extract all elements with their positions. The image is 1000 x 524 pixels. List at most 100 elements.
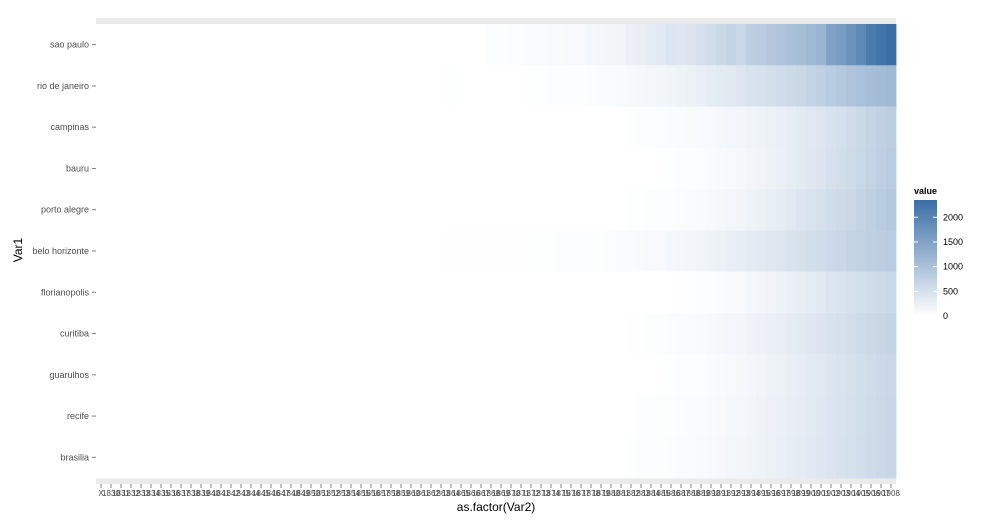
heatmap-cell [416,271,427,314]
x-tick-label: 1839 [192,489,210,498]
heatmap-cell [246,354,257,396]
heatmap-cell [876,230,887,273]
heatmap-cell [656,354,667,396]
heatmap-cell [776,189,787,231]
heatmap-cell [556,147,567,190]
heatmap-cell [626,354,637,396]
colorbar-legend: value 0 500 1000 1500 2000 [914,186,963,321]
heatmap-cell [866,147,877,190]
heatmap-cell [446,65,457,107]
heatmap-cell [356,147,367,190]
heatmap-cell [146,354,157,396]
heatmap-cell [436,189,447,231]
heatmap-cell [796,354,807,396]
heatmap-cell [316,230,327,273]
heatmap-cell [606,312,617,355]
heatmap-cell [186,271,197,314]
heatmap-cell [636,230,647,273]
y-axis-title: Var1 [11,237,25,262]
heatmap-cell [676,147,687,190]
heatmap-cell [756,271,767,314]
heatmap-cell [636,436,647,479]
x-tick-label: 1907 [872,489,890,498]
heatmap-cell [786,24,797,66]
heatmap-cell [106,312,117,355]
heatmap-cell [356,395,367,438]
heatmap-cell [236,24,247,66]
heatmap-cell [856,271,867,314]
heatmap-cell [296,271,307,314]
heatmap-cell [456,271,467,314]
x-tick-label: 1843 [232,489,250,498]
heatmap-cell [506,271,517,314]
heatmap-cell [356,354,367,396]
heatmap-cell [646,65,657,107]
heatmap-cell [856,312,867,355]
heatmap-cell [256,271,267,314]
heatmap-cell [646,24,657,66]
x-tick-label: 1880 [602,489,620,498]
heatmap-cell [356,189,367,231]
heatmap-cell [166,24,177,66]
heatmap-cell [176,271,187,314]
heatmap-cell [216,395,227,438]
heatmap-cell [126,312,137,355]
heatmap-cell [566,147,577,190]
heatmap-cell [776,230,787,273]
heatmap-cell [96,271,107,314]
heatmap-cell [166,312,177,355]
heatmap-cell [316,354,327,396]
heatmap-cell [286,230,297,273]
heatmap-cell [96,147,107,190]
y-tick-label: recife [67,411,89,421]
heatmap-cell [846,65,857,107]
heatmap-cell [536,106,547,149]
heatmap-cell [576,24,587,66]
heatmap-cell [336,189,347,231]
heatmap-cell [406,65,417,107]
heatmap-cell [626,436,637,479]
heatmap-cell [446,106,457,149]
heatmap-cell [566,24,577,66]
heatmap-cell [646,436,657,479]
x-tick-label: 1890 [702,489,720,498]
heatmap-cell [676,230,687,273]
heatmap-cell [776,106,787,149]
heatmap-cell [676,395,687,438]
heatmap-cell [466,106,477,149]
x-tick-label: 1894 [742,489,760,498]
heatmap-cell [766,436,777,479]
heatmap-cell [796,271,807,314]
heatmap-cell [616,230,627,273]
heatmap-cell [846,354,857,396]
x-tick-label: 1882 [622,489,640,498]
heatmap-cell [686,189,697,231]
heatmap-cell [786,189,797,231]
heatmap-cell [816,354,827,396]
heatmap-cell [826,147,837,190]
heatmap-cell [416,65,427,107]
heatmap-cell [786,271,797,314]
heatmap-cell [266,354,277,396]
heatmap-cell [116,312,127,355]
heatmap-cell [836,24,847,66]
heatmap-cell [516,230,527,273]
heatmap-cell [216,230,227,273]
heatmap-cell [806,24,817,66]
heatmap-cell [716,395,727,438]
x-tick-label: X [98,489,104,498]
heatmap-cell [126,106,137,149]
heatmap-cell [176,65,187,107]
heatmap-cell [536,436,547,479]
heatmap-cell [706,271,717,314]
heatmap-cell [136,271,147,314]
heatmap-cell [496,106,507,149]
heatmap-cell [516,436,527,479]
heatmap-cell [116,24,127,66]
heatmap-cell [376,147,387,190]
heatmap-cell [216,106,227,149]
heatmap-cell [586,189,597,231]
heatmap-cell [326,395,337,438]
x-tick-label: 1887 [672,489,690,498]
